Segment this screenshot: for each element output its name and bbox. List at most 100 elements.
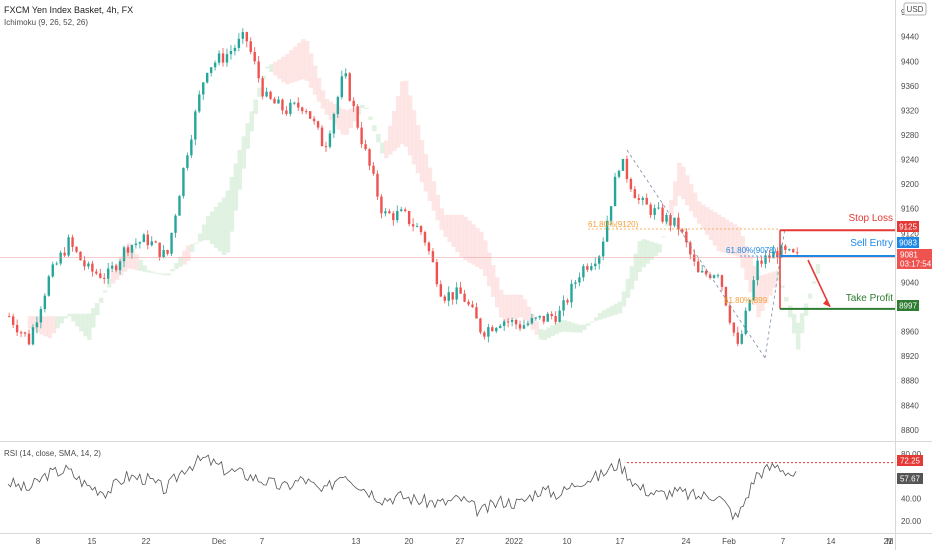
candle-body [685,231,688,243]
candle-body [522,325,526,329]
price-tick-3: 9360 [901,82,919,91]
cloud-band [586,323,591,326]
cloud-band [126,243,132,269]
candle-body [67,237,70,256]
candle-body [693,254,696,262]
cloud-band [170,269,175,272]
cloud-band [483,240,488,277]
candle-body [400,209,403,212]
candle-body [364,144,367,150]
chart-title: FXCM Yen Index Basket, 4h, FX [4,5,133,15]
cloud-band [736,226,742,257]
cloud-band [352,107,357,122]
cloud-band [348,108,353,129]
candle-body [471,304,474,308]
cloud-band [403,80,409,147]
cloud-band [130,248,136,270]
entry-price-tag[interactable] [897,237,919,248]
cloud-band [681,166,686,200]
cloud-band [661,236,666,238]
cloud-band [459,214,464,257]
cloud-band [633,253,639,281]
cloud-band [79,313,84,332]
cloud-band [336,106,342,130]
trade-levels [0,229,895,310]
cloud-band [75,313,80,327]
rsi-level-tag[interactable] [897,455,923,466]
cloud-band [708,209,714,241]
candle-body [103,277,106,279]
time-tick-9: 10 [563,537,572,546]
candle-body [760,260,763,264]
candle-body [11,316,15,325]
currency-badge[interactable] [903,2,927,16]
cloud-band [138,259,144,272]
candle-body [273,98,276,104]
candle-body [142,234,146,243]
candle-body [380,196,383,214]
candle-body [518,324,522,329]
cloud-band [700,204,706,230]
tp-price-tag[interactable] [897,300,919,311]
cloud-band [716,214,722,252]
stop-loss-label: Stop Loss [849,213,893,224]
cloud-band [692,192,698,218]
last-price-tag[interactable] [897,249,932,269]
cloud-band [601,310,607,319]
candle-body [435,262,439,285]
candle-body [360,127,363,145]
cloud-band [415,125,421,174]
cloud-band [685,175,690,206]
cloud-band [146,270,151,273]
candle-body [71,237,74,247]
cloud-band [376,133,381,143]
candle-body [629,178,633,190]
cloud-band [253,99,258,115]
cloud-band [546,327,551,339]
rsi-value-tag[interactable] [897,473,923,484]
cloud-band [83,313,88,337]
price-tick-6: 9240 [901,156,919,165]
cloud-band [732,224,738,256]
price-tick-14: 8920 [901,352,919,361]
candle-body [594,263,597,267]
candle-body [562,300,565,311]
cloud-band [657,244,662,253]
candle-body [467,301,470,305]
candle-body [605,220,609,242]
candle-body [447,292,450,301]
candle-body [75,246,78,252]
cloud-band [316,78,322,102]
price-tick-17: 8800 [901,426,919,435]
cloud-band [506,294,512,321]
cloud-band [43,316,49,337]
candle-body [114,265,118,271]
cloud-band [704,207,710,235]
cloud-band [134,254,140,271]
time-tick-11: 24 [682,537,691,546]
time-axis[interactable]: 8 15 22 Dec 7 13 20 27 2022 10 17 24 Feb 7 14 21M [36,537,894,546]
candle-body [796,252,799,254]
candle-body [451,292,454,300]
time-tick-5: 13 [352,537,361,546]
rsi-plot-area[interactable] [0,443,895,533]
candle-body [190,139,193,156]
candle-body [316,121,320,128]
take-profit-label: Take Profit [846,293,893,304]
candle-body [601,241,605,257]
candle-body [530,318,534,324]
cloud-band [98,297,104,303]
candle-body [598,256,601,264]
candle-body [281,99,284,111]
candle-body [641,197,644,200]
candle-body [534,317,538,319]
candle-body [542,315,545,322]
cloud-band [431,181,437,211]
cloud-band [95,302,100,316]
cloud-band [621,291,627,307]
stop-price-tag[interactable] [897,221,919,232]
candle-body [724,286,728,306]
cloud-band [645,240,650,264]
cloud-band [233,163,239,211]
